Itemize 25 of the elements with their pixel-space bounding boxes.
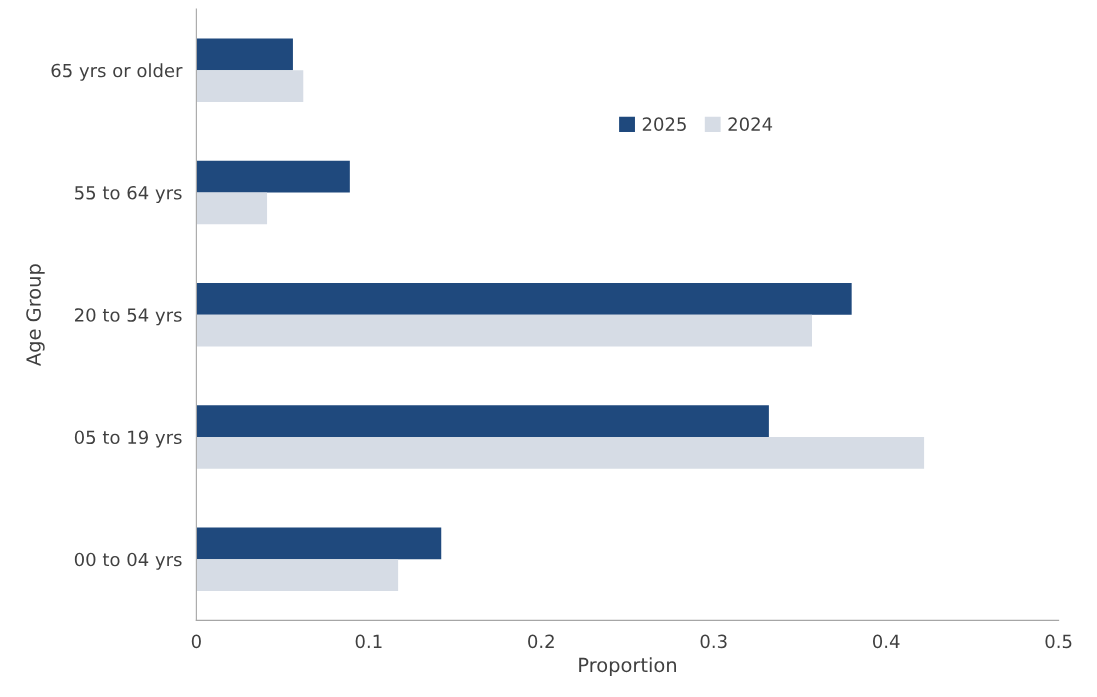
y-tick-label: 55 to 64 yrs — [75, 185, 182, 204]
bar — [196, 192, 268, 225]
y-tick-label: 65 yrs or older — [51, 63, 183, 81]
x-axis-title: Proportion — [579, 657, 676, 677]
legend-label: 2025 — [642, 117, 686, 131]
x-tick-label: 0.3 — [700, 634, 727, 649]
bar — [196, 405, 769, 437]
x-tick-label: 0.4 — [872, 634, 900, 649]
y-tick-label: 20 to 54 yrs — [74, 308, 182, 326]
x-tick-label: 0 — [191, 634, 201, 649]
bar — [196, 70, 304, 102]
bar — [196, 282, 852, 315]
bar — [196, 314, 812, 347]
y-tick-label: 00 to 04 yrs — [74, 552, 182, 570]
legend-label: 2024 — [728, 117, 773, 131]
y-tick-label: 05 to 19 yrs — [74, 430, 182, 448]
y-axis-title: Age Group — [26, 264, 45, 367]
bar — [196, 38, 293, 71]
x-tick-label: 0.5 — [1045, 634, 1072, 649]
x-tick-label: 0.1 — [355, 634, 382, 649]
bar — [196, 160, 350, 193]
x-tick-label: 0.2 — [528, 634, 554, 649]
bar — [196, 527, 442, 560]
bar — [196, 436, 925, 469]
bar — [196, 559, 399, 591]
